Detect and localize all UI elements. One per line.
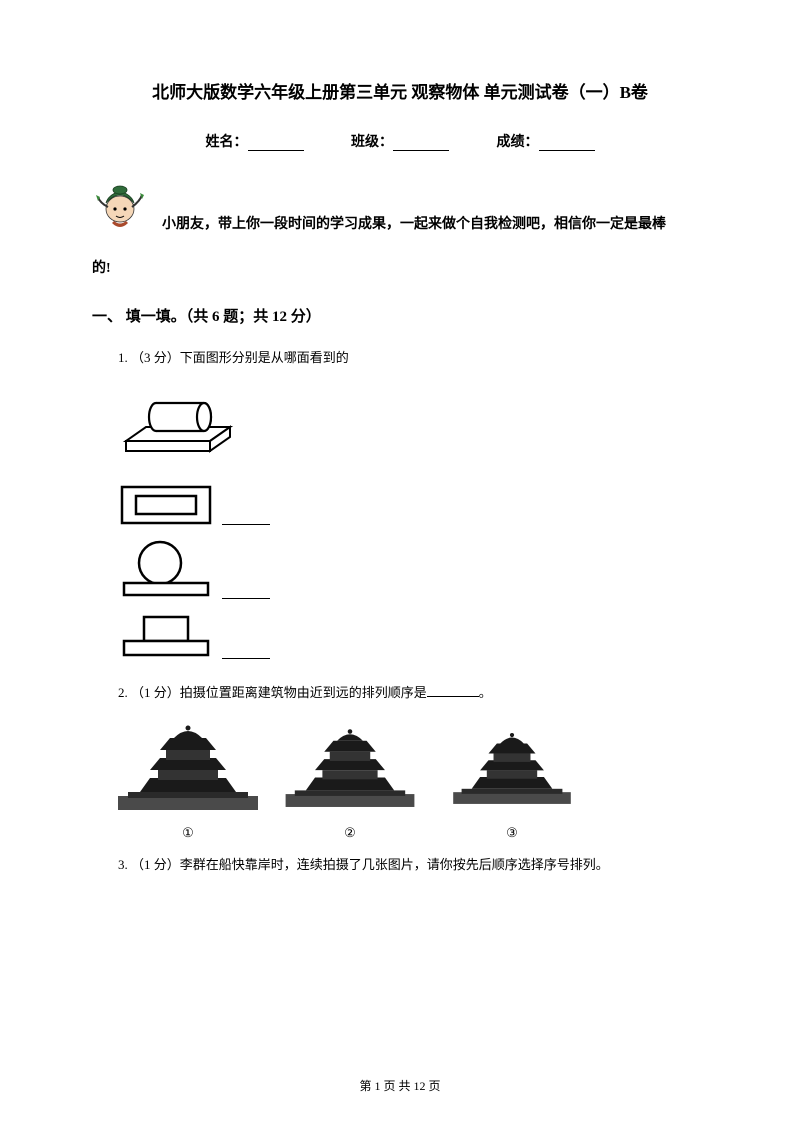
name-blank[interactable] xyxy=(248,137,304,151)
section-1-header: 一、 填一填。（共 6 题；共 12 分） xyxy=(92,305,708,326)
page-title: 北师大版数学六年级上册第三单元 观察物体 单元测试卷（一）B卷 xyxy=(92,78,708,103)
q2-blank[interactable] xyxy=(427,696,479,697)
temple-2-label: ② xyxy=(280,825,420,841)
mascot-icon xyxy=(92,173,148,235)
score-blank[interactable] xyxy=(539,137,595,151)
class-label: 班级： xyxy=(351,135,393,150)
temple-1: ① xyxy=(118,722,258,841)
q1-figure-a xyxy=(118,387,708,473)
class-blank[interactable] xyxy=(393,137,449,151)
temple-3-label: ③ xyxy=(442,825,582,841)
page-footer: 第 1 页 共 12 页 xyxy=(0,1077,800,1094)
encouragement-text-1: 小朋友，带上你一段时间的学习成果，一起来做个自我检测吧，相信你一定是最棒 xyxy=(148,177,666,239)
name-label: 姓名： xyxy=(206,135,248,150)
q1-figure-b xyxy=(118,483,708,527)
question-3: 3. （1 分）李群在船快靠岸时，连续拍摄了几张图片，请你按先后顺序选择序号排列… xyxy=(118,855,708,876)
student-info-line: 姓名： 班级： 成绩： xyxy=(92,131,708,151)
temple-2: ② xyxy=(280,722,420,841)
temple-1-label: ① xyxy=(118,825,258,841)
q2-temples: ① ② xyxy=(118,722,708,841)
score-label: 成绩： xyxy=(497,135,539,150)
q1-blank-b[interactable] xyxy=(222,524,270,525)
q1-figure-c xyxy=(118,537,708,601)
q1-blank-d[interactable] xyxy=(222,658,270,659)
q1-blank-c[interactable] xyxy=(222,598,270,599)
q1-figure-d xyxy=(118,611,708,661)
question-2: 2. （1 分）拍摄位置距离建筑物由近到远的排列顺序是。 xyxy=(118,683,708,704)
encouragement-text-2: 的! xyxy=(92,255,708,283)
question-1: 1. （3 分）下面图形分别是从哪面看到的 xyxy=(118,348,708,369)
temple-3: ③ xyxy=(442,722,582,841)
